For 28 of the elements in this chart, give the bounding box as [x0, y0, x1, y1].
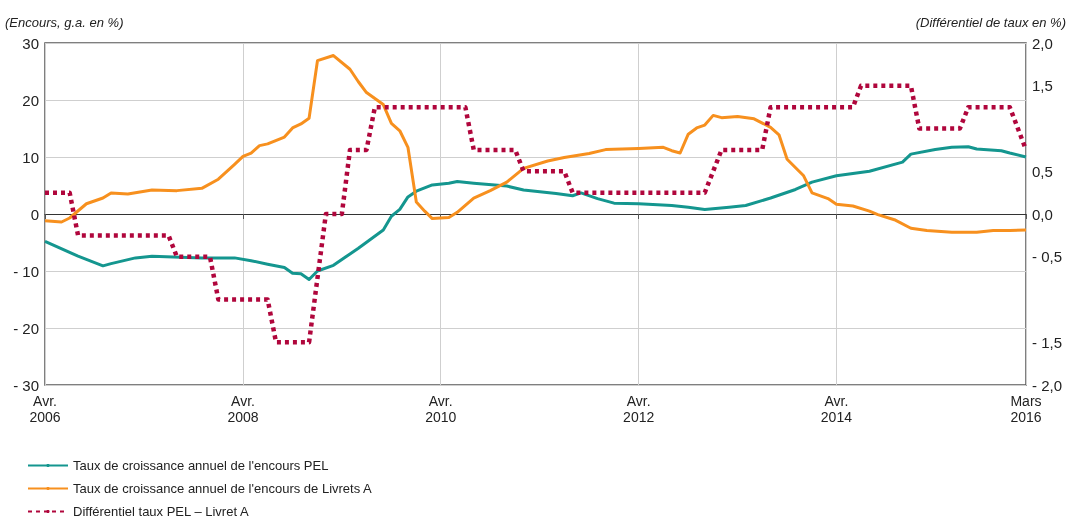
y-axis-title: (Encours, g.a. en %): [5, 15, 124, 30]
y2-tick-label: 0,5: [1032, 162, 1053, 180]
x-tick-label: Avr. 2010: [425, 393, 457, 425]
x-tick-label: Avr. 2012: [623, 393, 655, 425]
x-tick-label: Avr. 2006: [29, 393, 61, 425]
y-tick-label: 0: [30, 205, 39, 223]
legend-label: Taux de croissance annuel de l'encours de Livrets A: [73, 481, 373, 496]
line-series: [43, 145, 1028, 282]
line-series: [42, 83, 1029, 345]
y2-tick-label: 2,0: [1032, 34, 1053, 52]
y2-tick-label: 1,5: [1032, 77, 1053, 95]
legend-label: Différentiel taux PEL – Livret A: [73, 504, 249, 519]
line-series: [43, 54, 1028, 234]
y2-tick-label: - 0,5: [1032, 248, 1063, 266]
x-tick-label: Avr. 2008: [227, 393, 259, 425]
legend-label: Taux de croissance annuel de l'encours PEL: [73, 458, 329, 473]
y-tick-label: 20: [22, 91, 39, 109]
y-tick-label: - 10: [13, 262, 39, 280]
x-tick-label: Mars 2016: [1010, 393, 1042, 425]
y-tick-label: 10: [22, 148, 39, 166]
y2-tick-label: - 1,5: [1032, 333, 1063, 351]
y2-tick-label: 0,0: [1032, 205, 1053, 223]
y2-tick-label: - 2,0: [1032, 376, 1063, 394]
y-tick-label: 30: [22, 34, 39, 52]
x-tick-label: Avr. 2014: [820, 393, 853, 425]
y-tick-label: - 20: [13, 319, 39, 337]
y2-axis-title: (Différentiel de taux en %): [915, 15, 1066, 30]
y-tick-label: - 30: [13, 376, 39, 394]
